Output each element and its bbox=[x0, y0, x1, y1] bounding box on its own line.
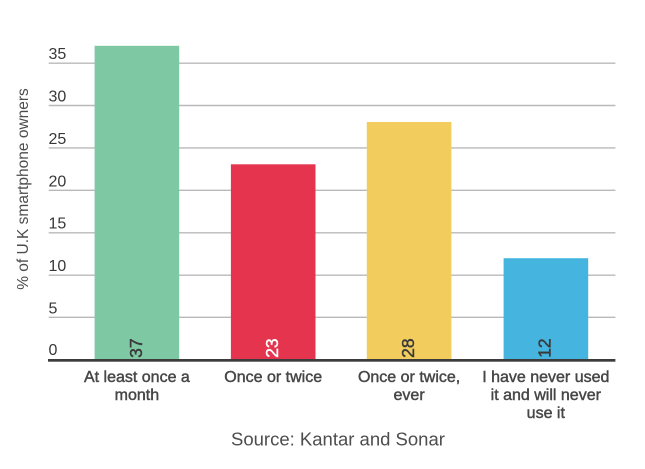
svg-text:5: 5 bbox=[49, 301, 58, 318]
svg-text:I have never used: I have never used bbox=[482, 369, 609, 386]
svg-text:37: 37 bbox=[126, 338, 146, 357]
svg-text:28: 28 bbox=[398, 338, 418, 357]
svg-text:12: 12 bbox=[535, 338, 555, 357]
svg-text:% of U.K smartphone owners: % of U.K smartphone owners bbox=[15, 88, 32, 290]
svg-text:35: 35 bbox=[49, 46, 67, 63]
svg-text:month: month bbox=[115, 387, 159, 404]
svg-text:10: 10 bbox=[49, 258, 67, 275]
svg-text:Once or twice: Once or twice bbox=[224, 369, 322, 386]
svg-text:15: 15 bbox=[49, 216, 67, 233]
svg-text:ever: ever bbox=[394, 387, 426, 404]
svg-text:0: 0 bbox=[49, 342, 58, 359]
svg-text:At least once a: At least once a bbox=[84, 369, 190, 386]
svg-text:25: 25 bbox=[49, 131, 67, 148]
svg-text:Source: Kantar and Sonar: Source: Kantar and Sonar bbox=[231, 428, 445, 449]
svg-text:Once or twice,: Once or twice, bbox=[358, 369, 460, 386]
svg-text:use it: use it bbox=[527, 405, 566, 422]
svg-text:30: 30 bbox=[49, 88, 67, 105]
svg-text:it and will never: it and will never bbox=[491, 387, 602, 404]
svg-text:20: 20 bbox=[49, 173, 67, 190]
svg-text:23: 23 bbox=[262, 338, 282, 357]
